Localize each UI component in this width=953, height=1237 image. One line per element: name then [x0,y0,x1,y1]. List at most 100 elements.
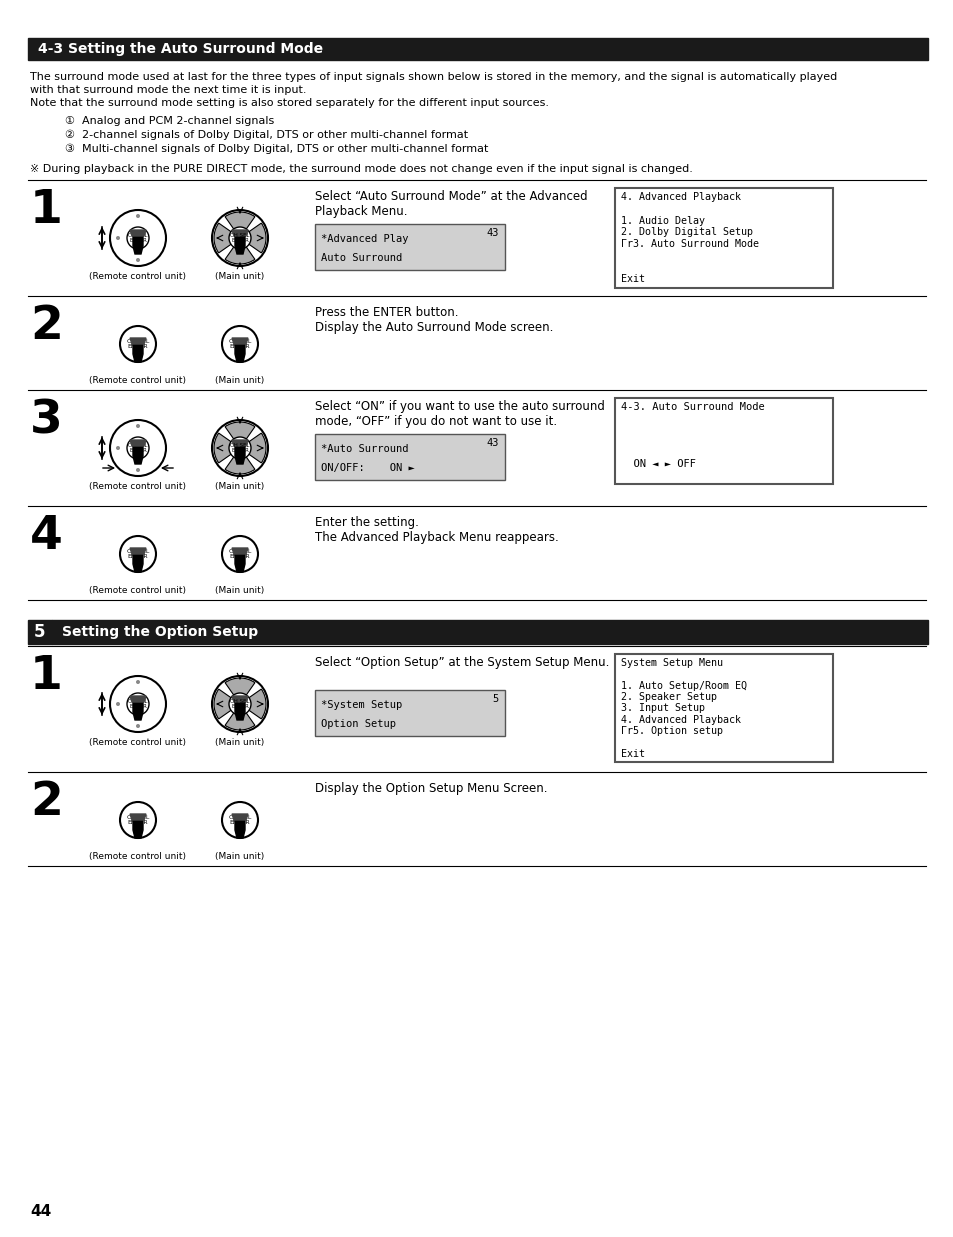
Polygon shape [232,696,248,703]
Text: (Main unit): (Main unit) [215,852,264,861]
Bar [28,620,52,644]
Circle shape [229,228,251,249]
Text: CH SEL
ENTER: CH SEL ENTER [128,233,148,244]
Text: CH SEL
ENTER: CH SEL ENTER [229,548,251,559]
Circle shape [136,680,140,684]
Circle shape [127,693,149,715]
Text: CH SEL
ENTER: CH SEL ENTER [127,815,149,825]
Bar [52,620,927,644]
Text: Select “ON” if you want to use the auto surround
mode, “OFF” if you do not want : Select “ON” if you want to use the auto … [314,400,604,428]
Polygon shape [234,236,245,254]
Text: CH SEL
ENTER: CH SEL ENTER [230,443,250,454]
Circle shape [136,259,140,262]
Polygon shape [132,344,143,362]
Polygon shape [234,554,245,571]
Text: 2. Dolby Digital Setup: 2. Dolby Digital Setup [620,228,752,238]
Text: Note that the surround mode setting is also stored separately for the different : Note that the surround mode setting is a… [30,98,548,108]
Text: 1. Auto Setup/Room EQ: 1. Auto Setup/Room EQ [620,680,746,690]
Polygon shape [132,236,143,254]
Polygon shape [132,820,143,837]
Circle shape [120,327,156,362]
Polygon shape [130,338,146,344]
Circle shape [116,703,120,706]
Circle shape [136,468,140,473]
Wedge shape [240,689,266,719]
Text: (Main unit): (Main unit) [215,738,264,747]
Text: CH SEL
ENTER: CH SEL ENTER [127,548,149,559]
Polygon shape [130,696,146,703]
Text: 2: 2 [30,781,63,825]
Text: Option Setup: Option Setup [320,719,395,729]
Polygon shape [232,440,248,447]
Wedge shape [213,689,240,719]
Bar [615,654,832,762]
Circle shape [136,424,140,428]
Circle shape [110,421,166,476]
Text: ②  2-channel signals of Dolby Digital, DTS or other multi-channel format: ② 2-channel signals of Dolby Digital, DT… [65,130,468,140]
Text: Display the Option Setup Menu Screen.: Display the Option Setup Menu Screen. [314,782,547,795]
Circle shape [222,327,257,362]
Text: 3. Input Setup: 3. Input Setup [620,704,704,714]
Polygon shape [232,230,248,236]
Polygon shape [232,814,248,820]
Wedge shape [225,212,254,238]
Text: Γr3. Auto Surround Mode: Γr3. Auto Surround Mode [620,239,759,249]
Circle shape [212,210,268,266]
Circle shape [110,210,166,266]
Wedge shape [225,678,254,704]
Bar [615,188,832,288]
Text: ①  Analog and PCM 2-channel signals: ① Analog and PCM 2-channel signals [65,116,274,126]
Text: (Remote control unit): (Remote control unit) [90,376,186,385]
Wedge shape [213,223,240,252]
Polygon shape [130,230,146,236]
Circle shape [212,675,268,732]
Text: with that surround mode the next time it is input.: with that surround mode the next time it… [30,85,306,95]
Text: 4. Advanced Playback: 4. Advanced Playback [620,192,740,202]
Circle shape [116,236,120,240]
Bar [28,38,927,61]
Bar [314,690,504,736]
Text: 44: 44 [30,1204,51,1218]
Text: Exit: Exit [620,275,644,285]
Wedge shape [240,433,266,463]
Circle shape [120,536,156,571]
Text: 43: 43 [486,228,498,238]
Polygon shape [130,548,146,554]
Wedge shape [225,238,254,263]
Circle shape [222,802,257,837]
Text: (Remote control unit): (Remote control unit) [90,586,186,595]
Text: ON/OFF:    ON ►: ON/OFF: ON ► [320,463,415,473]
Text: The surround mode used at last for the three types of input signals shown below : The surround mode used at last for the t… [30,72,837,82]
Text: 4. Advanced Playback: 4. Advanced Playback [620,715,740,725]
Polygon shape [232,338,248,344]
Circle shape [120,802,156,837]
Polygon shape [132,554,143,571]
Text: 2: 2 [30,304,63,349]
Text: ※ During playback in the PURE DIRECT mode, the surround mode does not change eve: ※ During playback in the PURE DIRECT mod… [30,165,692,174]
Text: System Setup Menu: System Setup Menu [620,658,722,668]
Text: (Main unit): (Main unit) [215,482,264,491]
Text: 1: 1 [30,188,63,233]
Text: 43: 43 [486,438,498,448]
Wedge shape [225,704,254,730]
Text: *Auto Surround: *Auto Surround [320,444,408,454]
Text: CH SEL
ENTER: CH SEL ENTER [127,339,149,349]
Text: CH SEL
ENTER: CH SEL ENTER [230,699,250,709]
Text: (Remote control unit): (Remote control unit) [90,482,186,491]
Text: 5: 5 [493,694,498,704]
Bar [615,398,832,484]
Text: *System Setup: *System Setup [320,700,402,710]
Circle shape [212,421,268,476]
Text: 4-3. Auto Surround Mode: 4-3. Auto Surround Mode [620,402,764,412]
Text: 4: 4 [30,515,63,559]
Polygon shape [234,344,245,362]
Text: (Main unit): (Main unit) [215,376,264,385]
Polygon shape [130,814,146,820]
Circle shape [136,724,140,729]
Text: Press the ENTER button.
Display the Auto Surround Mode screen.: Press the ENTER button. Display the Auto… [314,306,553,334]
Text: Auto Surround: Auto Surround [320,254,402,263]
Polygon shape [130,440,146,447]
Text: Exit: Exit [620,748,644,760]
Text: 2. Speaker Setup: 2. Speaker Setup [620,693,717,703]
Text: 4-3 Setting the Auto Surround Mode: 4-3 Setting the Auto Surround Mode [38,42,323,56]
